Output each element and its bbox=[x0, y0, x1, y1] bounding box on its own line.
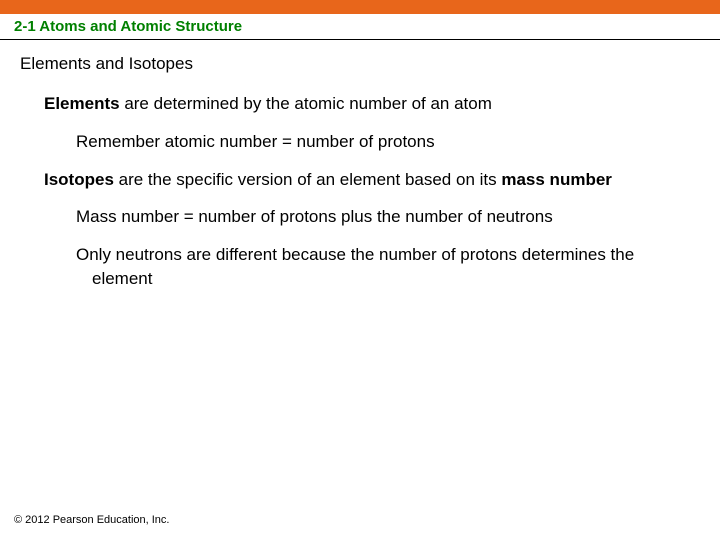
point-remember: Remember atomic number = number of proto… bbox=[76, 130, 700, 154]
point-neutrons: Only neutrons are different because the … bbox=[76, 243, 676, 291]
elements-rest: are determined by the atomic number of a… bbox=[120, 94, 492, 113]
isotopes-bold: Isotopes bbox=[44, 170, 114, 189]
copyright-footer: © 2012 Pearson Education, Inc. bbox=[14, 514, 169, 526]
point-elements: Elements are determined by the atomic nu… bbox=[44, 92, 700, 116]
section-header: 2-1 Atoms and Atomic Structure bbox=[0, 14, 720, 40]
top-accent-bar bbox=[0, 0, 720, 14]
point-mass-number: Mass number = number of protons plus the… bbox=[76, 205, 700, 229]
elements-bold: Elements bbox=[44, 94, 120, 113]
slide-content: Elements and Isotopes Elements are deter… bbox=[0, 40, 720, 291]
mass-number-bold: mass number bbox=[501, 170, 612, 189]
point-isotopes: Isotopes are the specific version of an … bbox=[44, 168, 664, 192]
isotopes-mid: are the specific version of an element b… bbox=[114, 170, 501, 189]
subtitle: Elements and Isotopes bbox=[20, 54, 700, 74]
